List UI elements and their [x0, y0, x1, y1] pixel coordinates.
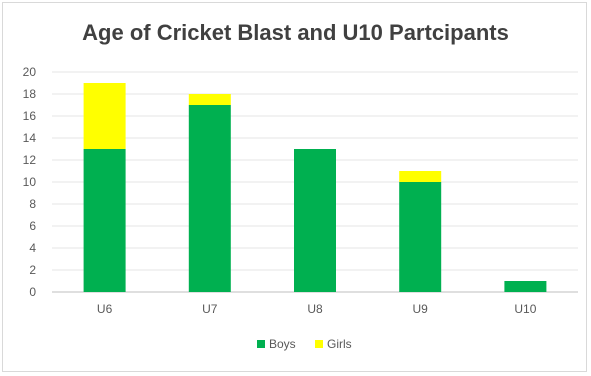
legend-swatch-girls: [315, 340, 323, 348]
legend-label-girls: Girls: [327, 337, 352, 351]
legend: Boys Girls: [257, 337, 352, 351]
x-axis-ticks: U6 U7 U8 U9 U10: [97, 302, 537, 316]
bar-girls-u9: [399, 171, 442, 182]
bar-girls-u7: [188, 94, 231, 105]
y-tick-label: 2: [29, 263, 36, 277]
bars: [83, 83, 547, 292]
bar-girls-u6: [83, 83, 126, 149]
x-tick-label: U8: [307, 302, 323, 316]
legend-swatch-boys: [257, 340, 265, 348]
x-tick-label: U7: [202, 302, 218, 316]
y-tick-label: 20: [23, 65, 37, 79]
bar-boys-u8: [294, 149, 336, 292]
y-tick-label: 0: [29, 285, 36, 299]
chart-title: Age of Cricket Blast and U10 Partcipants: [82, 20, 509, 45]
bar-boys-u10: [504, 281, 547, 292]
y-tick-label: 4: [29, 241, 36, 255]
bar-boys-u6: [83, 149, 126, 292]
y-tick-label: 16: [23, 109, 37, 123]
y-tick-label: 10: [23, 175, 37, 189]
x-tick-label: U9: [413, 302, 429, 316]
y-tick-label: 8: [29, 197, 36, 211]
y-tick-label: 12: [23, 153, 37, 167]
y-tick-label: 14: [23, 131, 37, 145]
y-tick-label: 18: [23, 87, 37, 101]
legend-label-boys: Boys: [269, 337, 296, 351]
bar-boys-u9: [399, 182, 442, 292]
bar-boys-u7: [188, 105, 231, 292]
y-tick-label: 6: [29, 219, 36, 233]
x-tick-label: U6: [97, 302, 113, 316]
y-axis-ticks: 0 2 4 6 8 10 12 14 16 18 20: [23, 65, 37, 299]
x-tick-label: U10: [514, 302, 536, 316]
